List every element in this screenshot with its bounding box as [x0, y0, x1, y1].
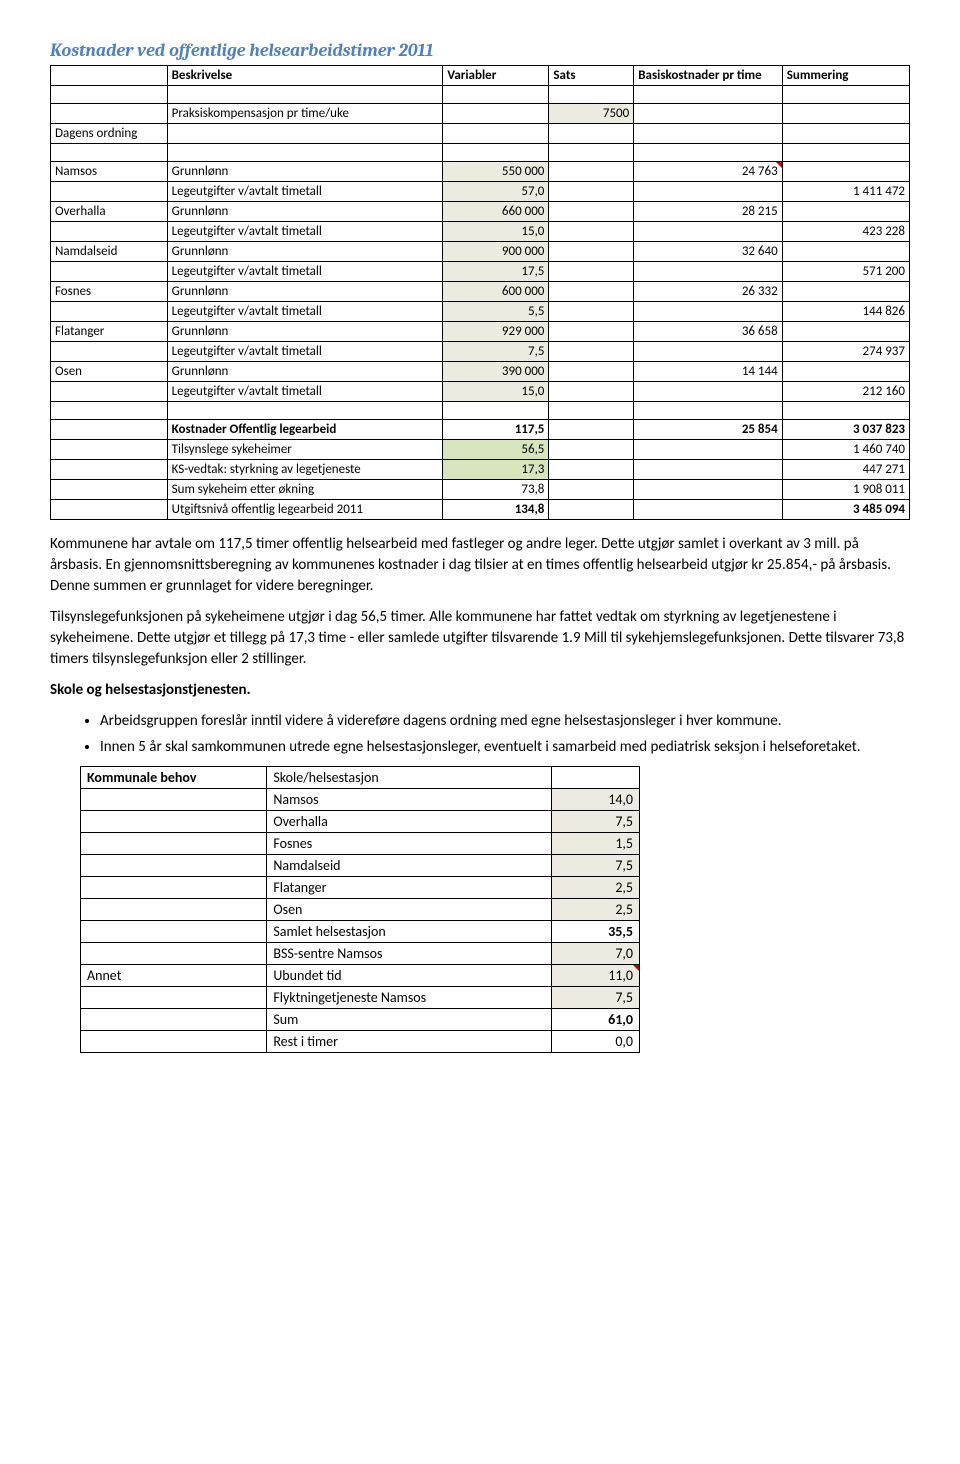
- cost-table: Beskrivelse Variabler Sats Basiskostnade…: [50, 65, 910, 520]
- overhalla-label: Overhalla: [51, 202, 168, 222]
- namdalseid-label: Namdalseid: [51, 242, 168, 262]
- col-sats: Sats: [549, 66, 634, 86]
- col-beskrivelse: Beskrivelse: [167, 66, 443, 86]
- col-variabler: Variabler: [443, 66, 549, 86]
- col-basis: Basiskostnader pr time: [634, 66, 782, 86]
- annet-label: Annet: [81, 964, 267, 986]
- kommunale-behov: Kommunale behov: [81, 766, 267, 788]
- namsos-label: Namsos: [51, 162, 168, 182]
- flatanger-label: Flatanger: [51, 322, 168, 342]
- paragraph-1: Kommunene har avtale om 117,5 timer offe…: [50, 534, 910, 597]
- heading-skole: Skole og helsestasjonstjenesten.: [50, 680, 910, 701]
- row-praksis: Praksiskompensasjon pr time/uke: [167, 104, 443, 124]
- praksis-val: 7500: [549, 104, 634, 124]
- kost-off: Kostnader Offentlig legearbeid: [167, 420, 443, 440]
- bullet-1: Arbeidsgruppen foreslår inntil videre å …: [100, 711, 910, 731]
- col-summering: Summering: [782, 66, 909, 86]
- page-title: Kostnader ved offentlige helsearbeidstim…: [50, 40, 910, 61]
- dagens-ordning: Dagens ordning: [51, 124, 168, 144]
- fosnes-label: Fosnes: [51, 282, 168, 302]
- paragraph-2: Tilsynslegefunksjonen på sykeheimene utg…: [50, 607, 910, 670]
- bullet-2: Innen 5 år skal samkommunen utrede egne …: [100, 737, 910, 757]
- bullet-list: Arbeidsgruppen foreslår inntil videre å …: [50, 711, 910, 758]
- behov-table: Kommunale behov Skole/helsestasjon Namso…: [80, 766, 640, 1053]
- osen-label: Osen: [51, 362, 168, 382]
